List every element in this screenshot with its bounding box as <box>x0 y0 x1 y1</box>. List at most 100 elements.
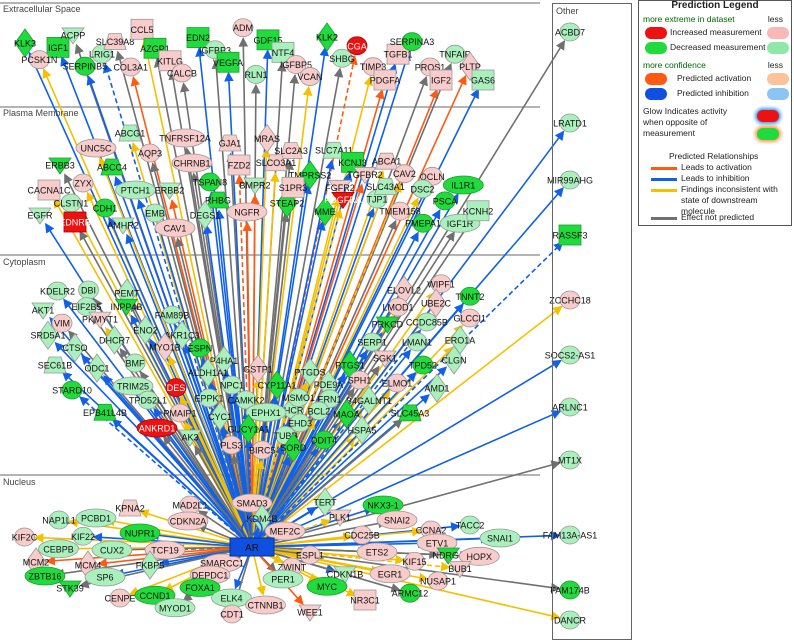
node-acbd7[interactable]: ACBD7 <box>555 22 585 42</box>
node-igfbp5[interactable]: IGFBP5 <box>280 55 312 74</box>
node-kif15[interactable]: KIF15 <box>402 551 426 571</box>
node-dancr[interactable]: DANCR <box>554 610 587 630</box>
node-amhr2[interactable]: AMHR2 <box>107 217 139 235</box>
node-bmpr2[interactable]: BMPR2 <box>239 177 271 195</box>
node-ets2[interactable]: ETS2 <box>356 542 398 562</box>
node-vcan[interactable]: VCAN <box>297 67 323 86</box>
node-klk2[interactable]: KLK2 <box>316 22 338 52</box>
node-srd5a1[interactable]: SRD5A1 <box>30 320 66 350</box>
node-slc2a3[interactable]: SLC2A3 <box>274 142 308 160</box>
node-erbb2[interactable]: ERBB2 <box>155 182 185 200</box>
node-lman1[interactable]: LMAN1 <box>402 332 432 352</box>
node-tert[interactable]: TERT <box>313 487 337 517</box>
node-ccdc85b[interactable]: CCDC85B <box>406 312 448 332</box>
node-kif22[interactable]: KIF22 <box>71 526 95 546</box>
node-pkmyt1[interactable]: PKMYT1 <box>82 311 118 329</box>
node-igf2[interactable]: IGF2 <box>429 69 453 91</box>
node-kpna2[interactable]: KPNA2 <box>115 499 145 517</box>
node-glcci1[interactable]: GLCCI1 <box>453 308 486 328</box>
node-sph1[interactable]: SPH1 <box>348 370 372 390</box>
node-des[interactable]: DES <box>165 378 187 398</box>
node-nap1l1[interactable]: NAP1L1 <box>42 510 76 530</box>
node-etv1[interactable]: ETV1 <box>416 533 458 553</box>
node-cdkn2a[interactable]: CDKN2A <box>167 511 209 531</box>
node-tnfaip[interactable]: TNFAIP <box>439 44 471 64</box>
node-s1pr3[interactable]: S1PR3 <box>279 176 308 198</box>
node-wipf1[interactable]: WIPF1 <box>427 274 455 294</box>
node-stard10[interactable]: STARD10 <box>52 380 92 400</box>
node-vegfa[interactable]: VEGFA <box>213 51 243 73</box>
node-mef2c[interactable]: MEF2C <box>264 521 306 541</box>
node-ednrb[interactable]: EDNRB <box>59 211 91 233</box>
node-smad3[interactable]: SMAD3 <box>231 493 273 513</box>
node-armc12[interactable]: ARMC12 <box>392 583 429 603</box>
node-elmo1[interactable]: ELMO1 <box>382 373 413 393</box>
node-arlnc1[interactable]: ARLNC1 <box>552 397 588 417</box>
node-tspan8[interactable]: TSPAN8 <box>193 172 227 192</box>
node-gstp1[interactable]: GSTP1 <box>243 354 273 384</box>
node-prkcd[interactable]: PRKCD <box>372 316 404 334</box>
node-tnnt2[interactable]: TNNT2 <box>456 286 485 306</box>
node-inpp4b[interactable]: INPP4B <box>110 298 142 316</box>
node-cdh1[interactable]: CDH1 <box>93 198 118 218</box>
node-fgfr2[interactable]: FGFR2 <box>325 179 355 198</box>
node-ccl5[interactable]: CCL5 <box>130 18 154 40</box>
node-cdc25b[interactable]: CDC25B <box>344 525 380 545</box>
node-klk3[interactable]: KLK3 <box>14 28 36 58</box>
node-egr1[interactable]: EGR1 <box>369 564 411 584</box>
node-edn2[interactable]: EDN2 <box>186 27 210 48</box>
node-ptch1[interactable]: PTCH1 <box>115 180 156 200</box>
node-kdelr2[interactable]: KDELR2 <box>40 281 75 301</box>
node-psca[interactable]: PSCA <box>433 191 458 211</box>
node-ntf4[interactable]: NTF4 <box>271 41 295 63</box>
node-b4galnt1[interactable]: B4GALNT1 <box>346 385 392 416</box>
node-akr1c3[interactable]: AKR1C3 <box>164 320 200 350</box>
node-slc43a1[interactable]: SLC43A1 <box>366 178 405 195</box>
node-epb41l4b[interactable]: EPB41L4B <box>83 403 127 421</box>
node-abcg1[interactable]: ABCG1 <box>115 124 146 142</box>
node-sgk1[interactable]: SGK1 <box>373 350 397 368</box>
node-cacna1c[interactable]: CACNA1C <box>27 179 71 201</box>
node-cyp11a1[interactable]: CYP11A1 <box>258 370 297 400</box>
node-dsc2[interactable]: DSC2 <box>410 179 434 199</box>
node-trim25[interactable]: TRIM25 <box>112 376 154 396</box>
node-rln1[interactable]: RLN1 <box>244 65 268 84</box>
node-cebpb[interactable]: CEBPB <box>38 539 79 559</box>
node-abcc4[interactable]: ABCC4 <box>97 158 127 176</box>
node-hopx[interactable]: HOPX <box>458 546 500 566</box>
node-tmprss2[interactable]: TMPRSS2 <box>289 160 332 190</box>
node-sec61b[interactable]: SEC61B <box>38 356 73 374</box>
node-fzd2[interactable]: FZD2 <box>227 154 251 176</box>
node-tgfbr2[interactable]: TGFBR2 <box>347 167 383 185</box>
node-ptgds[interactable]: PTGDS <box>294 357 326 387</box>
node-myod1[interactable]: MYOD1 <box>154 598 196 618</box>
node-maoa[interactable]: MAOA <box>333 399 360 429</box>
node-pcsk1n[interactable]: PCSK1N <box>21 50 57 70</box>
node-birc5[interactable]: BIRC5 <box>249 440 276 460</box>
node-ndrg1[interactable]: NDRG1 <box>432 547 464 565</box>
node-shbg[interactable]: SHBG <box>329 48 355 68</box>
node-emb[interactable]: EMB <box>144 203 166 223</box>
node-sord[interactable]: SORD <box>280 432 307 463</box>
node-ak3[interactable]: AK3 <box>178 429 202 447</box>
node-serpina3[interactable]: SERPINA3 <box>390 32 435 52</box>
node-plk1[interactable]: PLK1 <box>328 509 352 527</box>
node-fkbp5[interactable]: FKBP5 <box>136 550 165 580</box>
node-foxa1[interactable]: FOXA1 <box>179 578 221 597</box>
node-amd1[interactable]: AMD1 <box>424 373 450 403</box>
node-per1[interactable]: PER1 <box>262 569 304 589</box>
node-espl1[interactable]: ESPL1 <box>296 545 324 565</box>
node-espn[interactable]: ESPN <box>188 338 213 358</box>
node-npc1[interactable]: NPC1 <box>220 375 244 395</box>
node-lmod1[interactable]: LMOD1 <box>382 297 414 317</box>
node-pdgfa[interactable]: PDGFA <box>370 69 401 91</box>
node-rassf3[interactable]: RASSF3 <box>552 224 588 246</box>
node-hspa5[interactable]: HSPA5 <box>348 415 377 445</box>
node-cav1[interactable]: CAV1 <box>154 218 196 238</box>
node-egfr[interactable]: EGFR <box>27 207 53 225</box>
node-cdt1[interactable]: CDT1 <box>220 604 244 624</box>
node-mme[interactable]: MME <box>315 196 336 227</box>
node-camkk2[interactable]: CAMKK2 <box>227 390 264 410</box>
node-ankrd1[interactable]: ANKRD1 <box>136 418 178 438</box>
node-degs1[interactable]: DEGS1 <box>190 200 221 230</box>
